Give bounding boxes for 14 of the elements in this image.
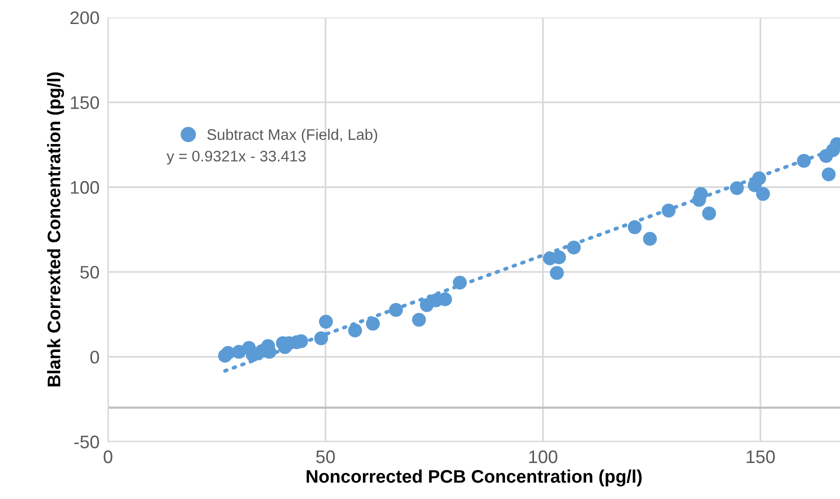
y-tick-label: 50 — [80, 266, 99, 279]
legend-label: Subtract Max (Field, Lab) — [207, 128, 378, 144]
x-axis-title: Noncorrected PCB Concentration (pg/l) — [306, 470, 642, 486]
y-tick-label: 100 — [70, 181, 99, 194]
annotation: y = 0.9321x - 33.413 — [166, 150, 306, 165]
x-tick-label: 100 — [529, 450, 558, 464]
x-tick-label: 150 — [746, 450, 775, 464]
y-axis-title: Blank Correxted Concentration (pg/l) — [47, 72, 64, 386]
y-tick-label: 0 — [90, 350, 99, 364]
x-tick-label: 0 — [104, 450, 112, 464]
y-tick-label: 200 — [70, 11, 99, 24]
y-tick-label: -50 — [74, 436, 99, 448]
x-tick-label: 50 — [316, 450, 335, 464]
y-tick-label: 150 — [70, 96, 99, 110]
